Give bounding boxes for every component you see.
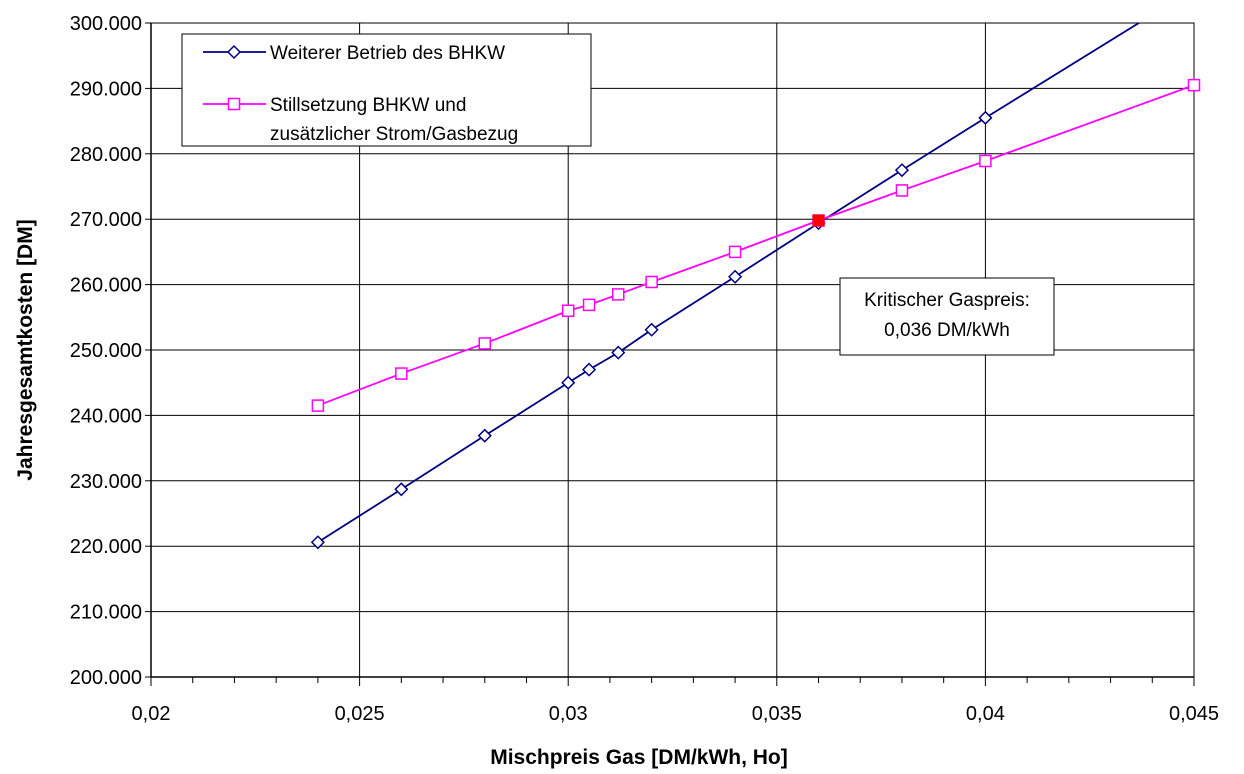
data-point bbox=[728, 269, 743, 284]
annotation-rect bbox=[839, 277, 1055, 356]
legend: Weiterer Betrieb des BHKW Stillsetzung BH… bbox=[181, 33, 592, 147]
x-tick-label: 0,03 bbox=[549, 703, 588, 725]
y-tick-label: 260.000 bbox=[70, 275, 142, 297]
annotation-box: Kritischer Gaspreis: 0,036 DM/kWh bbox=[839, 277, 1055, 356]
y-tick-label: 210.000 bbox=[70, 602, 142, 624]
data-point bbox=[644, 322, 659, 337]
y-tick-label: 200.000 bbox=[70, 667, 142, 689]
data-point bbox=[611, 345, 626, 360]
series-line bbox=[317, 84, 1195, 407]
data-point bbox=[477, 428, 492, 443]
axes bbox=[145, 22, 1195, 686]
data-point bbox=[895, 184, 909, 197]
data-point bbox=[894, 163, 910, 178]
data-point bbox=[582, 298, 596, 312]
legend-marker-1 bbox=[226, 44, 242, 60]
data-point bbox=[395, 367, 408, 380]
data-point bbox=[311, 399, 325, 412]
data-point bbox=[1187, 78, 1201, 92]
data-point bbox=[394, 482, 409, 497]
annotation-text-line: 0,036 DM/kWh bbox=[884, 320, 1010, 341]
data-point bbox=[561, 304, 575, 318]
y-tick-label: 300.000 bbox=[70, 13, 142, 35]
data-point bbox=[478, 337, 492, 350]
data-point bbox=[728, 245, 742, 259]
legend-label-2-line: zusätzlicher Strom/Gasbezug bbox=[270, 124, 518, 145]
y-axis-title: Jahresgesamtkosten [DM] bbox=[14, 219, 37, 480]
y-tick-label: 220.000 bbox=[70, 536, 142, 558]
y-tick-label: 250.000 bbox=[70, 340, 142, 362]
data-point bbox=[581, 362, 597, 377]
series-line bbox=[317, 23, 1141, 544]
x-tick-label: 0,035 bbox=[752, 703, 802, 725]
legend-label-1: Weiterer Betrieb des BHKW bbox=[270, 43, 505, 64]
series-layer bbox=[310, 23, 1201, 550]
y-tick-label: 290.000 bbox=[70, 78, 142, 100]
data-point bbox=[310, 535, 325, 550]
x-tick-labels: 0,02 0,025 0,03 0,035 0,04 0,045 bbox=[132, 703, 1220, 725]
legend-marker-2 bbox=[227, 97, 241, 111]
data-point bbox=[979, 154, 992, 168]
legend-label-2-line: Stillsetzung BHKW und bbox=[270, 95, 466, 116]
y-tick-label: 280.000 bbox=[70, 144, 142, 166]
y-tick-label: 230.000 bbox=[70, 471, 142, 493]
x-axis-title: Mischpreis Gas [DM/kWh, Ho] bbox=[490, 746, 788, 769]
data-point bbox=[645, 275, 658, 289]
data-point bbox=[978, 110, 993, 125]
data-point bbox=[561, 375, 576, 390]
data-point bbox=[612, 288, 625, 301]
y-tick-labels: 200.000 210.000 220.000 230.000 240.000 250.0… bbox=[70, 13, 142, 689]
x-tick-label: 0,02 bbox=[132, 703, 171, 725]
y-tick-label: 240.000 bbox=[70, 405, 142, 427]
intersection-point bbox=[812, 214, 825, 227]
x-tick-label: 0,025 bbox=[335, 703, 385, 725]
x-tick-label: 0,04 bbox=[966, 703, 1005, 725]
series-2 bbox=[311, 78, 1201, 412]
x-tick-label: 0,045 bbox=[1169, 703, 1219, 725]
y-tick-label: 270.000 bbox=[70, 209, 142, 231]
annotation-text-line: Kritischer Gaspreis: bbox=[864, 290, 1030, 311]
